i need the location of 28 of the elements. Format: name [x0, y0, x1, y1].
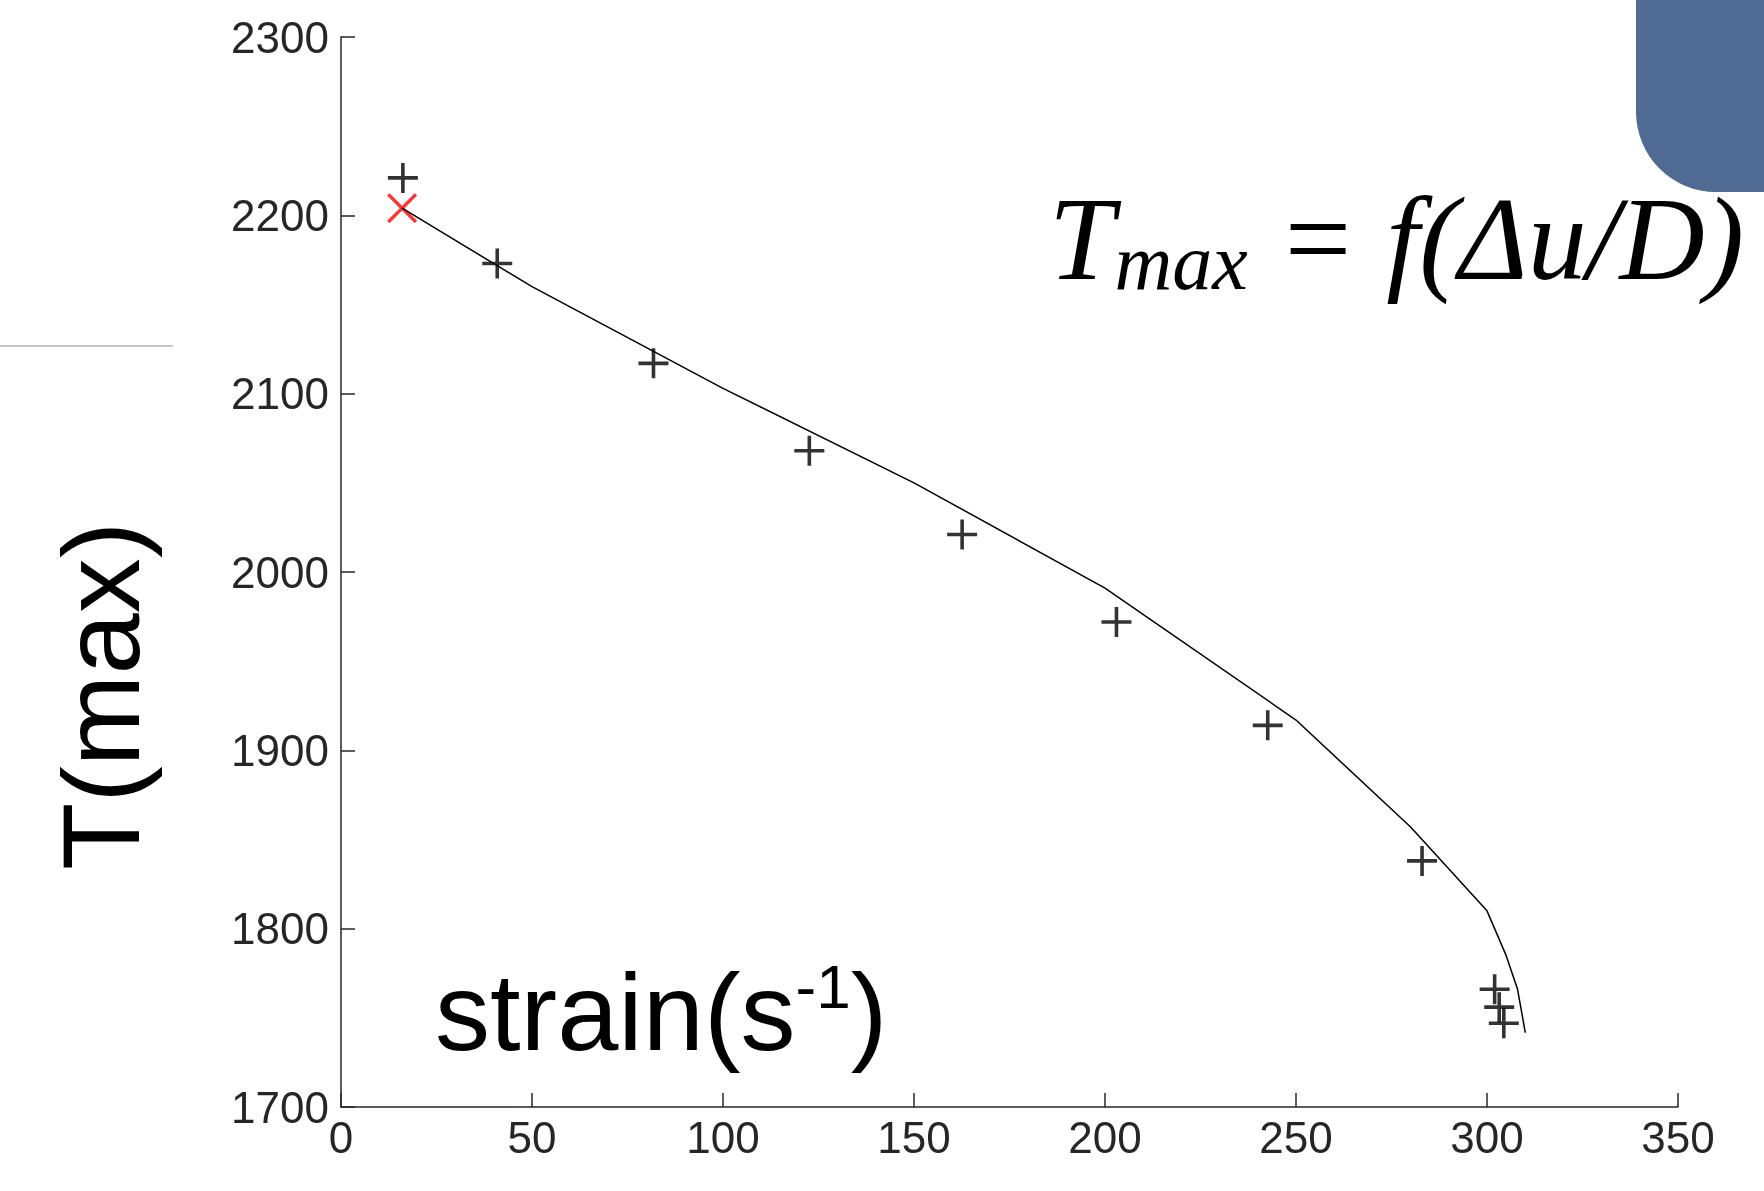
y-tick-label: 2200 — [231, 190, 329, 240]
point — [387, 193, 418, 224]
x-tick-label: 0 — [328, 1112, 354, 1162]
point — [1488, 1008, 1519, 1039]
point — [1101, 606, 1132, 637]
x-tick-label: 50 — [507, 1112, 557, 1162]
y-tick-label: 1900 — [231, 725, 329, 775]
point — [947, 519, 978, 550]
x-tick-label: 250 — [1259, 1112, 1333, 1162]
y-tick-label: 2100 — [231, 369, 329, 419]
annotation: Tmax = f(Δu/D) — [1048, 173, 1745, 306]
y-tick-label: 1800 — [231, 904, 329, 954]
point — [1484, 992, 1515, 1023]
x-tick-label: 150 — [877, 1112, 951, 1162]
point — [1479, 974, 1510, 1005]
point — [387, 162, 418, 193]
x-tick-label: 100 — [686, 1112, 760, 1162]
x-tick-label: 300 — [1450, 1112, 1524, 1162]
y-axis-title: T(max) — [38, 521, 162, 870]
y-tick-label: 2000 — [231, 547, 329, 597]
y-tick-label: 2300 — [231, 12, 329, 62]
point — [1252, 710, 1283, 741]
point — [1407, 845, 1438, 876]
x-tick-label: 350 — [1641, 1112, 1715, 1162]
point — [794, 435, 825, 466]
y-tick-label: 1700 — [231, 1082, 329, 1132]
x-tick-label: 200 — [1068, 1112, 1142, 1162]
point — [482, 248, 513, 279]
